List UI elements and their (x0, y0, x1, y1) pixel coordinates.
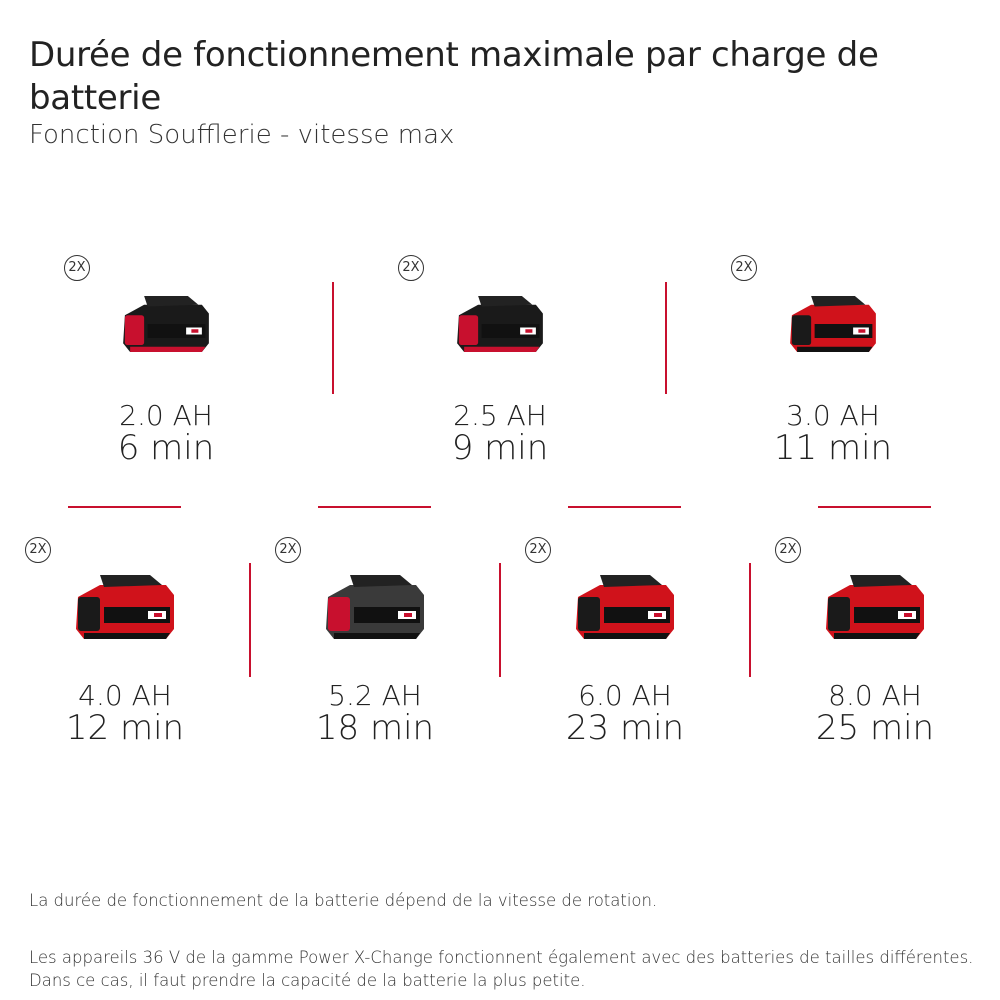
page-subtitle: Fonction Soufflerie - vitesse max (29, 120, 455, 150)
quantity-badge: 2X (275, 537, 301, 563)
battery-capacity: 2.0 AH (119, 399, 213, 432)
battery-item: 2X 2.0 AH 6 min (64, 255, 266, 475)
battery-icon (576, 575, 674, 639)
battery-capacity: 4.0 AH (78, 679, 172, 712)
battery-runtime: 12 min (65, 708, 185, 748)
divider (665, 282, 667, 394)
battery-runtime: 23 min (565, 708, 685, 748)
battery-icon (326, 575, 424, 639)
battery-runtime: 18 min (315, 708, 435, 748)
battery-runtime: 9 min (451, 428, 549, 468)
battery-icon (76, 575, 174, 639)
battery-capacity: 6.0 AH (578, 679, 672, 712)
battery-capacity: 3.0 AH (786, 399, 880, 432)
battery-runtime: 11 min (773, 428, 893, 468)
quantity-badge: 2X (25, 537, 51, 563)
battery-icon (123, 296, 209, 352)
battery-runtime: 6 min (117, 428, 215, 468)
quantity-badge: 2X (731, 255, 757, 281)
battery-item: 2X 2.5 AH 9 min (398, 255, 600, 475)
battery-item: 2X 6.0 AH 23 min (525, 537, 725, 757)
battery-runtime: 25 min (815, 708, 935, 748)
battery-capacity: 5.2 AH (328, 679, 422, 712)
battery-icon (790, 296, 876, 352)
compatibility-note: Les appareils 36 V de la gamme Power X-C… (29, 948, 974, 990)
divider (68, 506, 181, 508)
divider (818, 506, 931, 508)
battery-icon (826, 575, 924, 639)
battery-item: 2X 3.0 AH 11 min (731, 255, 933, 475)
battery-item: 2X 4.0 AH 12 min (25, 537, 225, 757)
divider (249, 563, 251, 677)
divider (499, 563, 501, 677)
divider (332, 282, 334, 394)
divider (749, 563, 751, 677)
battery-icon (457, 296, 543, 352)
battery-item: 2X 8.0 AH 25 min (775, 537, 975, 757)
runtime-note: La durée de fonctionnement de la batteri… (29, 891, 658, 910)
divider (318, 506, 431, 508)
quantity-badge: 2X (64, 255, 90, 281)
battery-capacity: 2.5 AH (453, 399, 547, 432)
battery-capacity: 8.0 AH (828, 679, 922, 712)
page-title: Durée de fonctionnement maximale par cha… (29, 35, 879, 118)
quantity-badge: 2X (775, 537, 801, 563)
quantity-badge: 2X (398, 255, 424, 281)
battery-item: 2X 5.2 AH 18 min (275, 537, 475, 757)
divider (568, 506, 681, 508)
quantity-badge: 2X (525, 537, 551, 563)
